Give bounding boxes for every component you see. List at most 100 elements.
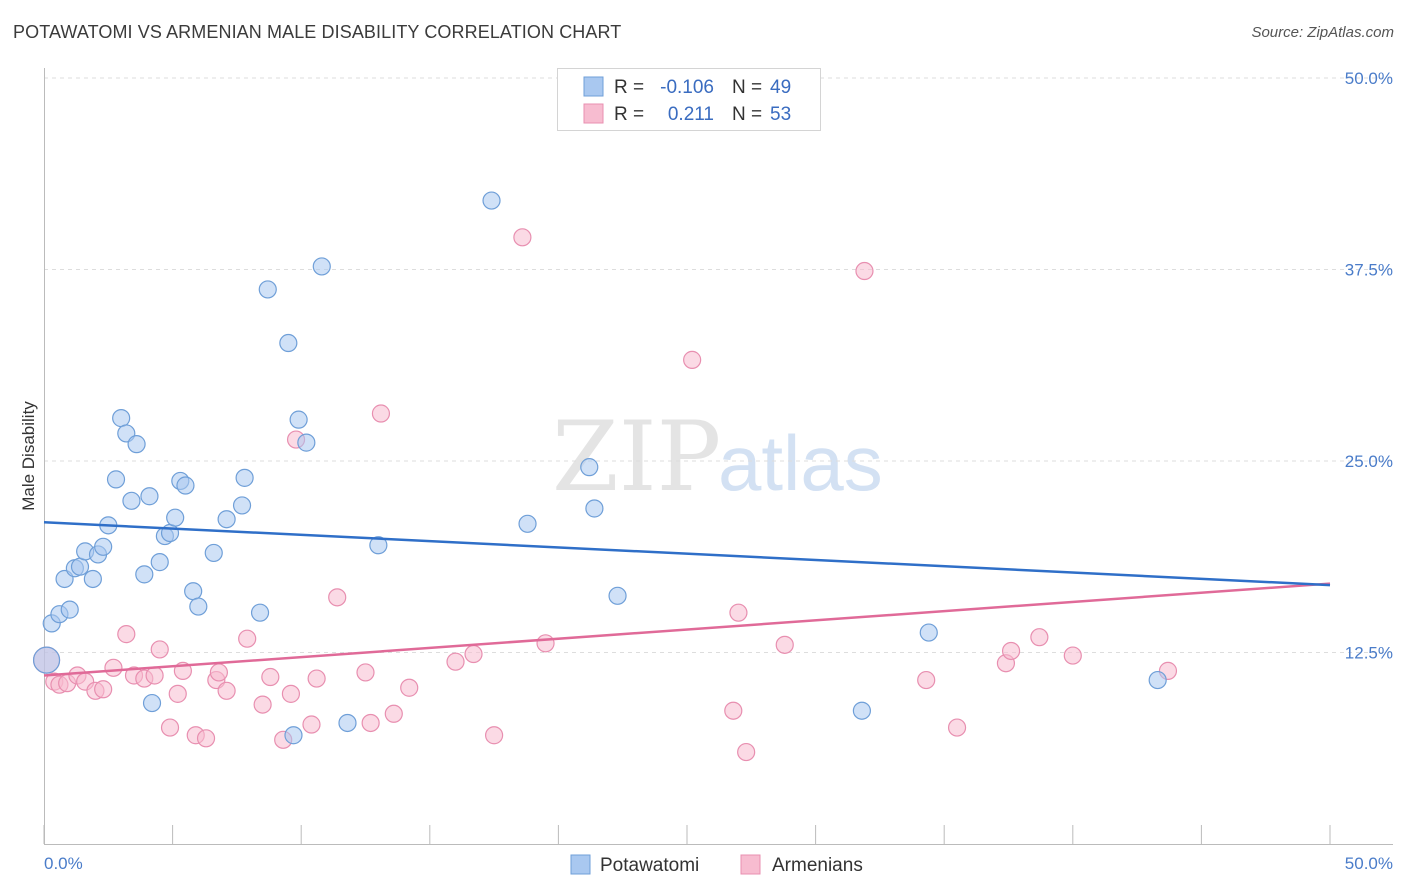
- legend-r-label-1: R =: [614, 77, 644, 98]
- armenians-point-18: [196, 729, 216, 748]
- series-legend: Potawatomi Armenians: [570, 854, 863, 876]
- potawatomi-point-26: [184, 582, 203, 601]
- legend-swatch-potawatomi: [583, 76, 604, 97]
- armenians-points: [32, 228, 1178, 762]
- potawatomi-point-42: [518, 514, 537, 533]
- y-tick-label-1: 25.0%: [1345, 452, 1393, 471]
- potawatomi-point-10: [94, 537, 113, 556]
- potawatomi-point-35: [284, 726, 303, 745]
- potawatomi-point-4: [60, 600, 79, 619]
- x-tick-label-max: 50.0%: [1345, 854, 1393, 873]
- armenians-point-31: [356, 663, 375, 682]
- x-tick-marks: [43, 825, 1331, 844]
- armenians-point-32: [361, 713, 380, 733]
- chart-title: POTAWATOMI VS ARMENIAN MALE DISABILITY C…: [13, 22, 622, 42]
- potawatomi-point-31: [235, 468, 254, 487]
- potawatomi-point-36: [289, 410, 308, 429]
- potawatomi-point-15: [122, 491, 141, 510]
- potawatomi-point-47: [919, 623, 938, 642]
- trend-lines: [43, 521, 1331, 677]
- potawatomi-point-18: [140, 487, 159, 506]
- potawatomi-point-48: [1148, 670, 1167, 690]
- potawatomi-point-30: [232, 496, 252, 515]
- potawatomi-point-13: [112, 409, 131, 428]
- armenians-point-15: [168, 684, 187, 703]
- potawatomi-point-32: [250, 603, 270, 622]
- armenians-point-14: [160, 718, 180, 737]
- armenians-point-41: [683, 350, 702, 369]
- armenians-point-12: [145, 666, 164, 685]
- watermark-atlas: atlas: [718, 419, 883, 507]
- armenians-point-23: [253, 695, 272, 714]
- potawatomi-point-23: [166, 508, 185, 527]
- armenians-point-38: [485, 726, 504, 745]
- series-legend-swatch-potawatomi: [570, 854, 591, 875]
- legend-swatch-armenians: [583, 103, 604, 124]
- armenians-point-34: [384, 704, 403, 723]
- armenians-point-47: [917, 670, 936, 690]
- potawatomi-point-29: [217, 510, 236, 529]
- legend-n-label-2: N =: [732, 104, 762, 125]
- armenians-point-46: [855, 261, 874, 281]
- legend-n-value-2: 53: [770, 104, 791, 125]
- potawatomi-point-44: [585, 499, 604, 518]
- armenians-point-22: [238, 629, 257, 648]
- legend-r-value-1: -0.106: [660, 77, 714, 98]
- armenians-point-9: [117, 625, 136, 644]
- armenians-point-33: [371, 404, 391, 423]
- potawatomi-point-8: [83, 569, 102, 589]
- armenians-trend-line: [43, 582, 1331, 677]
- armenians-point-21: [217, 681, 236, 700]
- potawatomi-point-12: [106, 470, 126, 489]
- potawatomi-point-40: [369, 536, 388, 555]
- potawatomi-point-38: [312, 257, 331, 276]
- armenians-point-26: [281, 684, 301, 703]
- series-legend-label-potawatomi: Potawatomi: [600, 855, 699, 876]
- potawatomi-point-17: [135, 565, 154, 584]
- potawatomi-point-41: [482, 191, 501, 210]
- legend-n-value-1: 49: [770, 77, 791, 98]
- y-tick-label-3: 50.0%: [1345, 69, 1393, 88]
- potawatomi-point-20: [150, 553, 169, 572]
- armenians-point-39: [513, 228, 532, 247]
- potawatomi-point-39: [338, 713, 357, 733]
- armenians-point-50: [1001, 641, 1021, 661]
- potawatomi-point-45: [608, 586, 627, 605]
- potawatomi-point-46: [852, 701, 871, 720]
- y-axis-label: Male Disability: [19, 401, 38, 511]
- potawatomi-trend-line: [43, 521, 1331, 587]
- armenians-point-45: [775, 635, 794, 654]
- armenians-point-13: [150, 640, 169, 659]
- armenians-point-52: [1063, 646, 1082, 665]
- potawatomi-point-25: [176, 476, 195, 495]
- stats-legend: R = -0.106 N = 49 R = 0.211 N = 53: [557, 68, 821, 131]
- potawatomi-point-33: [258, 280, 277, 299]
- legend-n-label-1: N =: [732, 77, 762, 98]
- watermark-zip: ZIP: [552, 401, 721, 513]
- armenians-point-20: [209, 663, 228, 682]
- potawatomi-point-27: [189, 597, 208, 616]
- watermark: ZIP atlas: [552, 401, 883, 513]
- armenians-point-8: [104, 658, 123, 677]
- armenians-point-36: [446, 652, 465, 671]
- armenians-point-48: [947, 718, 967, 737]
- potawatomi-point-37: [297, 433, 316, 452]
- armenians-point-29: [307, 669, 326, 688]
- armenians-point-37: [464, 644, 483, 664]
- armenians-point-28: [302, 715, 321, 734]
- chart-source: Source: ZipAtlas.com: [1251, 24, 1394, 41]
- potawatomi-point-34: [279, 333, 298, 353]
- x-tick-label-min: 0.0%: [44, 854, 83, 873]
- potawatomi-point-43: [580, 458, 599, 477]
- potawatomi-point-16: [127, 435, 146, 454]
- armenians-point-35: [400, 678, 419, 697]
- legend-r-label-2: R =: [614, 104, 644, 125]
- armenians-point-43: [729, 603, 748, 622]
- series-legend-swatch-armenians: [740, 854, 761, 875]
- armenians-point-40: [536, 634, 555, 653]
- y-tick-label-2: 37.5%: [1345, 261, 1393, 280]
- potawatomi-point-0: [32, 646, 61, 674]
- armenians-point-24: [261, 667, 280, 687]
- armenians-point-30: [328, 588, 347, 607]
